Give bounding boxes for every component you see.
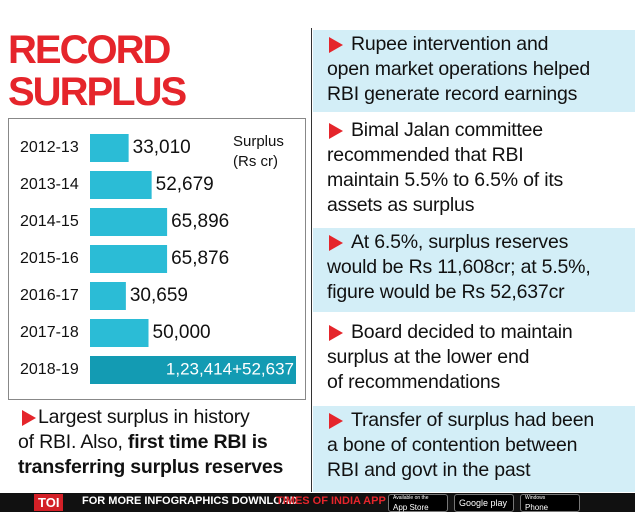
value-label: 1,23,414+52,637 — [166, 359, 294, 378]
badge-text: Windows — [525, 495, 546, 501]
category-label: 2015-16 — [20, 250, 79, 267]
bar — [90, 245, 168, 273]
bar — [90, 208, 168, 236]
badge-text: Google play — [459, 498, 508, 508]
point-box: Transfer of surplus had been a bone of co… — [313, 406, 635, 492]
badge[interactable]: Available on the App Store — [388, 494, 448, 512]
point-line: At 6.5%, surplus reserves — [351, 231, 569, 253]
arrow — [329, 123, 343, 139]
category-label: 2014-15 — [20, 213, 79, 230]
note-text: transferring surplus reserves — [18, 456, 284, 478]
bar — [90, 282, 126, 310]
badge[interactable]: Google play — [454, 494, 514, 512]
badge-text: Available on the — [393, 495, 429, 501]
unit-label: Surplus — [233, 133, 284, 150]
bar — [90, 134, 129, 162]
point-line: would be Rs 11,608cr; at 5.5%, — [327, 256, 591, 278]
bar — [90, 356, 296, 384]
value-label: 33,010 — [133, 137, 191, 158]
badge-text: Phone — [525, 503, 549, 512]
footer-text: FOR MORE INFOGRAPHICS DOWNLOAD — [82, 495, 298, 507]
arrow — [329, 413, 343, 429]
unit-label: (Rs cr) — [233, 153, 278, 170]
point-line: maintain 5.5% to 6.5% of its — [327, 169, 564, 191]
point-box: Board decided to maintain surplus at the … — [313, 318, 635, 400]
point-line: Rupee intervention and — [351, 33, 549, 55]
category-label: 2018-19 — [20, 361, 79, 378]
point-line: assets as surplus — [327, 194, 475, 216]
value-label: 52,679 — [156, 174, 214, 195]
title: RECORD — [8, 28, 171, 72]
note-line: of RBI. Also, first time RBI is — [18, 430, 268, 455]
value-label: 65,876 — [171, 248, 229, 269]
category-label: 2017-18 — [20, 324, 79, 341]
badge-text: App Store — [393, 503, 429, 512]
value-label: 65,896 — [171, 211, 229, 232]
bar — [90, 171, 152, 199]
note-line: transferring surplus reserves — [18, 455, 283, 480]
point-line: Transfer of surplus had been — [351, 409, 594, 431]
footer-logo: TOI — [34, 494, 64, 511]
category-label: 2013-14 — [20, 176, 79, 193]
point-line: recommended that RBI — [327, 144, 524, 166]
point-box: Rupee intervention and open market operat… — [313, 30, 635, 112]
note-text: first time RBI is — [127, 431, 268, 453]
point-box: Bimal Jalan committee recommended that RB… — [313, 116, 635, 222]
point-line: Board decided to maintain — [351, 321, 573, 343]
value-label: 50,000 — [153, 322, 211, 343]
category-label: 2016-17 — [20, 287, 79, 304]
footer-app: TIMES OF INDIA APP — [276, 495, 386, 507]
point-line: figure would be Rs 52,637cr — [327, 281, 565, 303]
point-line: RBI and govt in the past — [327, 459, 531, 481]
chart: 2012-13 33,010 2013-14 52,679 2014-15 65,896 2… — [20, 133, 296, 384]
badge[interactable]: Windows Phone — [520, 494, 580, 512]
point-line: Bimal Jalan committee — [351, 119, 543, 141]
arrow — [22, 410, 36, 426]
note-text: of RBI. Also, — [18, 431, 123, 453]
chart-box — [8, 118, 306, 400]
note-line: Largest surplus in history — [38, 405, 250, 430]
title: SURPLUS — [8, 70, 187, 114]
footer: TOI FOR MORE INFOGRAPHICS DOWNLOAD TIMES O… — [0, 493, 635, 512]
note-text: Largest surplus in history — [38, 406, 250, 428]
arrow — [329, 325, 343, 341]
divider — [311, 28, 312, 492]
point-line: of recommendations — [327, 371, 501, 393]
point-line: open market operations helped — [327, 58, 591, 80]
bar — [90, 319, 149, 347]
point-box: At 6.5%, surplus reserves would be Rs 11,… — [313, 228, 635, 312]
category-label: 2012-13 — [20, 139, 79, 156]
point-line: RBI generate record earnings — [327, 83, 578, 105]
value-label: 30,659 — [130, 285, 188, 306]
arrow — [329, 37, 343, 53]
arrow — [329, 235, 343, 251]
point-line: surplus at the lower end — [327, 346, 530, 368]
point-line: a bone of contention between — [327, 434, 578, 456]
